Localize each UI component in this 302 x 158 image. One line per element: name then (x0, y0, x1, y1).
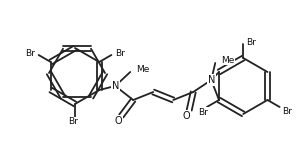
Text: Br: Br (115, 49, 125, 58)
Text: O: O (182, 111, 190, 121)
Text: N: N (111, 81, 119, 91)
Text: Br: Br (246, 37, 256, 46)
Text: Br: Br (25, 49, 35, 58)
Text: Me: Me (136, 64, 149, 73)
Text: O: O (114, 116, 122, 126)
Text: Br: Br (283, 106, 293, 115)
Text: Me: Me (221, 55, 235, 64)
Text: N: N (207, 75, 215, 85)
Text: Br: Br (68, 118, 78, 127)
Text: Br: Br (198, 107, 208, 116)
